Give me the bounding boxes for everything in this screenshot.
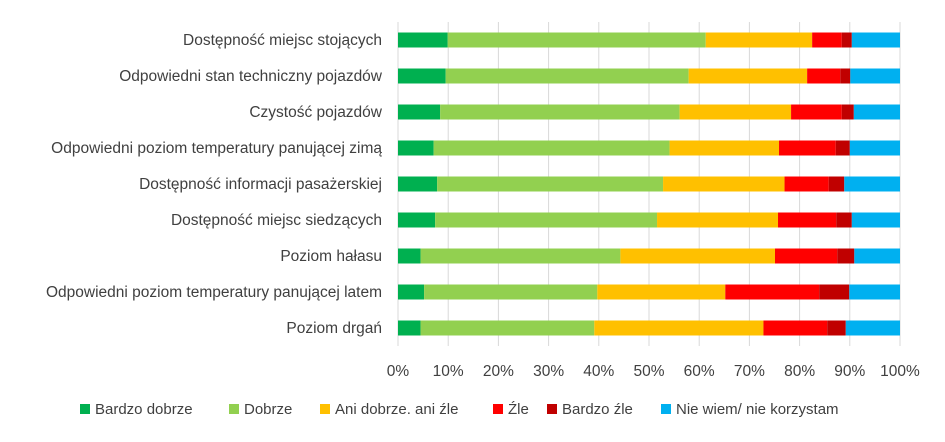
legend-item: Źle bbox=[493, 401, 529, 418]
x-tick-label: 70% bbox=[734, 363, 765, 380]
bar-segment bbox=[398, 284, 425, 300]
x-tick-label: 50% bbox=[633, 363, 664, 380]
bar-segment bbox=[398, 212, 436, 228]
bar-segment bbox=[779, 140, 836, 156]
legend-item: Nie wiem/ nie korzystam bbox=[661, 401, 839, 418]
bar-segment bbox=[841, 104, 854, 120]
bar-segment bbox=[398, 140, 434, 156]
bar-segment bbox=[836, 212, 852, 228]
legend-label: Nie wiem/ nie korzystam bbox=[676, 401, 839, 418]
bar-segment bbox=[812, 32, 842, 48]
bar-segment bbox=[827, 320, 846, 336]
bar-segment bbox=[763, 320, 828, 336]
category-labels: Dostępność miejsc stojących Odpowiedni st… bbox=[46, 32, 383, 337]
bar-segment bbox=[845, 320, 900, 336]
x-tick-label: 80% bbox=[784, 363, 815, 380]
bar-segment bbox=[778, 212, 837, 228]
bar-segment bbox=[837, 248, 855, 264]
bar-segment bbox=[725, 284, 820, 300]
legend-swatch bbox=[661, 404, 671, 414]
legend-swatch bbox=[229, 404, 239, 414]
bar-segment bbox=[688, 68, 808, 84]
bar-segment bbox=[424, 284, 598, 300]
bar-segment bbox=[853, 104, 900, 120]
category-label: Czystość pojazdów bbox=[249, 104, 382, 121]
legend-label: Źle bbox=[508, 401, 529, 418]
bar-segment bbox=[398, 248, 421, 264]
bar-segment bbox=[828, 176, 845, 192]
bar-segment bbox=[420, 320, 595, 336]
bar-segment bbox=[849, 284, 900, 300]
x-tick-label: 90% bbox=[834, 363, 865, 380]
legend: Bardzo dobrze Dobrze Ani dobrze. ani źle Źl… bbox=[80, 401, 839, 418]
bar-segment bbox=[851, 212, 900, 228]
category-label: Odpowiedni stan techniczny pojazdów bbox=[119, 68, 383, 85]
bar-segment bbox=[807, 68, 841, 84]
category-label: Poziom drgań bbox=[286, 320, 382, 337]
legend-label: Ani dobrze. ani źle bbox=[335, 401, 458, 418]
bar-segment bbox=[597, 284, 726, 300]
bar-segment bbox=[851, 32, 900, 48]
bar-segment bbox=[657, 212, 779, 228]
x-tick-label: 10% bbox=[433, 363, 464, 380]
bar-segment bbox=[594, 320, 764, 336]
category-label: Dostępność miejsc siedzących bbox=[171, 212, 382, 229]
bar-segment bbox=[420, 248, 621, 264]
bar-segment bbox=[784, 176, 829, 192]
category-label: Dostępność informacji pasażerskiej bbox=[139, 176, 382, 193]
bar-segment bbox=[398, 176, 438, 192]
legend-swatch bbox=[547, 404, 557, 414]
bar-segment bbox=[433, 140, 670, 156]
bar-segment bbox=[663, 176, 785, 192]
legend-label: Bardzo dobrze bbox=[95, 401, 193, 418]
bar-segment bbox=[849, 140, 900, 156]
bar-segment bbox=[679, 104, 792, 120]
bar-segment bbox=[854, 248, 900, 264]
bar-segment bbox=[841, 32, 852, 48]
bar-segment bbox=[398, 68, 446, 84]
bar-segment bbox=[398, 32, 448, 48]
bar-segment bbox=[398, 104, 441, 120]
bar-segment bbox=[440, 104, 680, 120]
bar-segment bbox=[620, 248, 776, 264]
legend-item: Ani dobrze. ani źle bbox=[320, 401, 458, 418]
category-label: Odpowiedni poziom temperatury panującej … bbox=[51, 140, 382, 157]
x-tick-label: 40% bbox=[583, 363, 614, 380]
legend-swatch bbox=[320, 404, 330, 414]
x-tick-label: 30% bbox=[533, 363, 564, 380]
category-label: Odpowiedni poziom temperatury panującej … bbox=[46, 284, 382, 301]
bar-segment bbox=[445, 68, 689, 84]
bar-segment bbox=[844, 176, 900, 192]
bar-segment bbox=[791, 104, 842, 120]
x-tick-label: 60% bbox=[684, 363, 715, 380]
legend-item: Bardzo źle bbox=[547, 401, 633, 418]
bar-segment bbox=[835, 140, 850, 156]
x-tick-label: 100% bbox=[880, 363, 920, 380]
category-label: Poziom hałasu bbox=[280, 248, 382, 265]
bar-segment bbox=[669, 140, 780, 156]
bar-segment bbox=[437, 176, 664, 192]
bar-segment bbox=[447, 32, 706, 48]
bar-segment bbox=[819, 284, 850, 300]
bar-segment bbox=[705, 32, 813, 48]
bar-segment bbox=[435, 212, 658, 228]
bar-segment bbox=[840, 68, 851, 84]
x-tick-labels: 0% 10% 20% 30% 40% 50% 60% 70% 80% 90% 100% bbox=[387, 363, 920, 380]
category-label: Dostępność miejsc stojących bbox=[183, 32, 382, 49]
legend-item: Dobrze bbox=[229, 401, 292, 418]
legend-swatch bbox=[493, 404, 503, 414]
bars bbox=[398, 32, 900, 336]
bar-segment bbox=[850, 68, 900, 84]
legend-label: Bardzo źle bbox=[562, 401, 633, 418]
x-tick-label: 0% bbox=[387, 363, 410, 380]
legend-swatch bbox=[80, 404, 90, 414]
legend-label: Dobrze bbox=[244, 401, 292, 418]
legend-item: Bardzo dobrze bbox=[80, 401, 193, 418]
bar-segment bbox=[398, 320, 421, 336]
bar-segment bbox=[775, 248, 838, 264]
x-tick-label: 20% bbox=[483, 363, 514, 380]
